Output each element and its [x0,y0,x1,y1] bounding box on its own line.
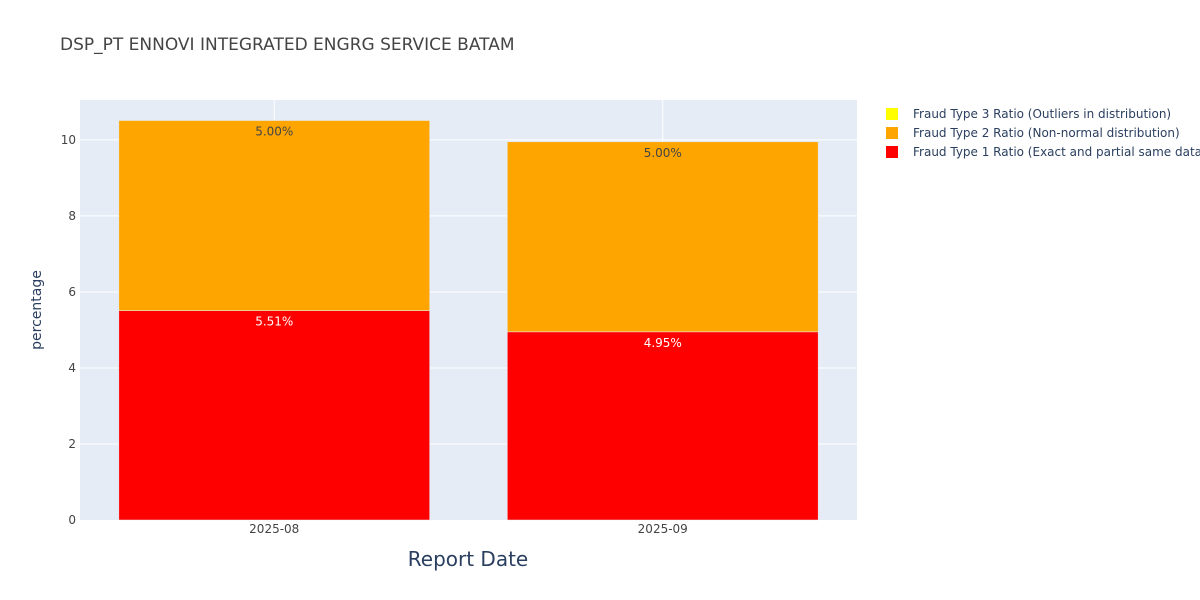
bar-segment[interactable] [507,331,819,521]
legend-swatch [886,108,898,120]
bar-labels: 5.51% 4.95% 5.00% 5.00% [255,125,682,350]
legend-swatch [886,127,898,139]
chart-title: DSP_PT ENNOVI INTEGRATED ENGRG SERVICE B… [60,35,514,55]
bar-segment[interactable] [118,120,430,311]
bar-data-label: 5.00% [644,146,682,160]
bar-data-label: 4.95% [644,336,682,350]
legend-swatch [886,146,898,158]
legend-label: Fraud Type 3 Ratio (Outliers in distribu… [913,107,1171,121]
legend-label: Fraud Type 1 Ratio (Exact and partial sa… [913,145,1200,159]
x-axis-label: Report Date [408,547,528,571]
y-tick-label: 6 [68,285,76,299]
bar-data-label: 5.00% [255,125,293,139]
legend[interactable]: Fraud Type 3 Ratio (Outliers in distribu… [886,107,1200,159]
x-tick-label: 2025-08 [249,522,299,536]
legend-item[interactable]: Fraud Type 3 Ratio (Outliers in distribu… [886,107,1171,121]
legend-label: Fraud Type 2 Ratio (Non-normal distribut… [913,126,1180,140]
x-axis-ticks: 2025-08 2025-09 [249,522,688,536]
y-tick-label: 10 [61,133,76,147]
bar-segment[interactable] [118,310,430,521]
bar-segment[interactable] [507,141,819,333]
legend-item[interactable]: Fraud Type 2 Ratio (Non-normal distribut… [886,126,1180,140]
legend-item[interactable]: Fraud Type 1 Ratio (Exact and partial sa… [886,145,1200,159]
y-tick-label: 8 [68,209,76,223]
y-axis-ticks: 0 2 4 6 8 10 [61,133,76,527]
y-tick-label: 2 [68,437,76,451]
y-tick-label: 0 [68,513,76,527]
y-tick-label: 4 [68,361,76,375]
y-axis-label: percentage [29,270,45,350]
x-tick-label: 2025-09 [638,522,688,536]
bars [118,120,819,521]
bar-data-label: 5.51% [255,315,293,329]
